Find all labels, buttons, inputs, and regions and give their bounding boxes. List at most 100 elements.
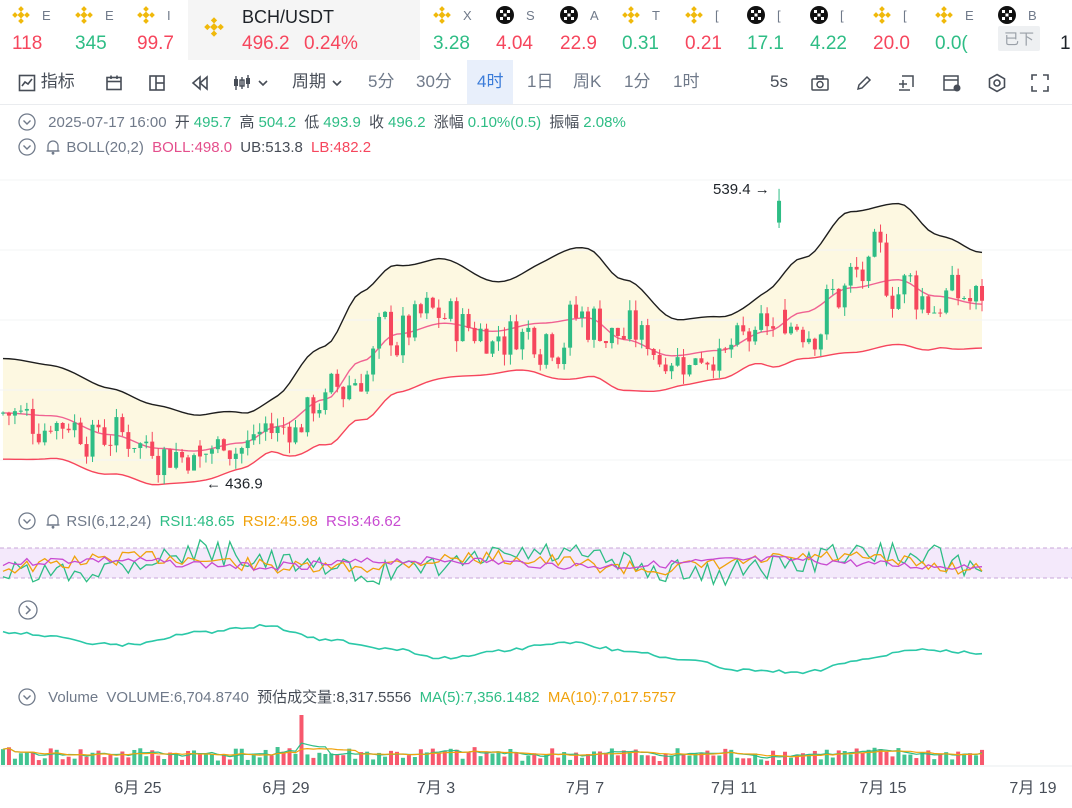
candle-body	[0, 412, 5, 414]
add-chart-button[interactable]	[896, 68, 916, 96]
volume-bar	[580, 757, 585, 765]
period-dropdown[interactable]: 周期	[292, 68, 343, 96]
ticker-item[interactable]: [17.1	[747, 0, 805, 60]
rsi1-value: RSI1:48.65	[159, 513, 235, 530]
collapse-circle-icon[interactable]	[18, 688, 36, 706]
volume-bar	[192, 750, 197, 765]
interval-1h[interactable]: 1时	[673, 72, 700, 91]
volume-bar	[305, 754, 310, 765]
interval-30m[interactable]: 30分	[416, 72, 452, 91]
volume-bar	[442, 750, 447, 765]
calendar-button[interactable]	[105, 68, 123, 96]
candle-body	[371, 348, 376, 375]
ticker-item[interactable]: T 0.31	[622, 0, 680, 60]
x-tick-label: 7月 19	[1009, 780, 1056, 797]
ticker-change: 0.24%	[304, 33, 358, 54]
gear-icon	[988, 73, 1006, 92]
candle-body	[424, 297, 429, 314]
volume-bar	[860, 752, 865, 765]
ticker-price: 17.1	[747, 33, 784, 54]
ticker-symbol: T	[652, 8, 660, 23]
draw-button[interactable]	[855, 68, 873, 96]
ticker-item[interactable]: E 345	[75, 0, 133, 60]
ticker-symbol: [	[777, 8, 781, 23]
candle-body	[192, 455, 197, 471]
boll-legend: BOLL(20,2) BOLL:498.0 UB:513.8 LB:482.2	[18, 138, 375, 156]
volume-bar	[299, 715, 304, 765]
candle-body	[968, 298, 973, 302]
candle-body	[24, 408, 29, 411]
boll-upper-line	[2, 202, 983, 416]
calendar-icon	[106, 75, 122, 90]
binance-icon	[137, 6, 155, 24]
candle-body	[586, 311, 591, 340]
expand-circle-icon[interactable]	[18, 600, 38, 620]
candle-body	[681, 357, 686, 375]
volume-bar	[663, 753, 668, 765]
candle-body	[389, 311, 394, 346]
okx-icon	[810, 6, 828, 24]
candle-body	[383, 311, 388, 317]
fullscreen-button[interactable]	[1030, 68, 1050, 96]
binance-icon	[873, 6, 891, 24]
ticker-item[interactable]: E 118	[12, 0, 70, 60]
layout-button[interactable]	[148, 68, 166, 96]
candle-body	[633, 310, 638, 340]
ticker-item[interactable]: I 99.7	[137, 0, 183, 60]
volume-bar	[203, 753, 208, 765]
volume-bar	[347, 748, 352, 765]
volume-bar	[866, 749, 871, 765]
bell-icon[interactable]	[44, 138, 62, 156]
ticker-item[interactable]: S 4.04	[496, 0, 554, 60]
screenshot-button[interactable]	[810, 68, 830, 96]
volume-bar	[436, 753, 441, 765]
ticker-item[interactable]: X 3.28	[433, 0, 491, 60]
collapse-circle-icon[interactable]	[18, 512, 36, 530]
volume-bar	[908, 754, 913, 765]
volume-bar	[962, 753, 967, 765]
interval-1d[interactable]: 1日	[527, 72, 554, 91]
interval-5m[interactable]: 5分	[368, 72, 395, 91]
ticker-price: 22.9	[560, 33, 597, 54]
collapse-circle-icon[interactable]	[18, 138, 36, 156]
volume-bar	[197, 753, 202, 765]
candle-body	[442, 317, 447, 319]
ticker-item[interactable]: A 22.9	[560, 0, 618, 60]
volume-bar	[54, 749, 59, 765]
volume-bar	[108, 754, 113, 765]
candle-body	[502, 336, 507, 355]
volume-bar	[520, 760, 525, 765]
volume-bar	[669, 755, 674, 765]
template-button[interactable]	[942, 68, 962, 96]
collapse-circle-icon[interactable]	[18, 113, 36, 131]
volume-bar	[538, 758, 543, 765]
candle-body	[305, 397, 310, 433]
ticker-item[interactable]: B 1 已下	[998, 0, 1072, 60]
bell-icon[interactable]	[44, 512, 62, 530]
rewind-button[interactable]	[190, 68, 210, 96]
chart-type-dropdown[interactable]	[232, 68, 269, 96]
candle-body	[896, 294, 901, 309]
ticker-item[interactable]: [4.22	[810, 0, 868, 60]
ticker-item[interactable]: BCH/USDT 496.2 0.24%	[188, 0, 420, 60]
ticker-price: 3.28	[433, 33, 470, 54]
binance-icon	[204, 17, 224, 37]
ticker-item[interactable]: [0.21	[685, 0, 743, 60]
indicators-button[interactable]: 指标	[18, 68, 75, 96]
ticker-symbol: [	[903, 8, 907, 23]
volume-bar	[377, 752, 382, 765]
volume-bar	[812, 750, 817, 765]
ticker-item[interactable]: [20.0	[873, 0, 931, 60]
interval-1w[interactable]: 周K	[573, 72, 602, 91]
interval-1m[interactable]: 1分	[624, 72, 651, 91]
interval-4h[interactable]: 4时	[467, 60, 514, 104]
refresh-rate[interactable]: 5s	[770, 72, 788, 91]
candle-body	[138, 443, 143, 448]
volume-bar	[741, 758, 746, 765]
volume-bar	[639, 755, 644, 765]
settings-button[interactable]	[987, 68, 1007, 96]
boll-ub: UB:513.8	[240, 139, 303, 156]
ticker-item[interactable]: E 0.0(	[935, 0, 993, 60]
volume-bar	[144, 756, 149, 765]
